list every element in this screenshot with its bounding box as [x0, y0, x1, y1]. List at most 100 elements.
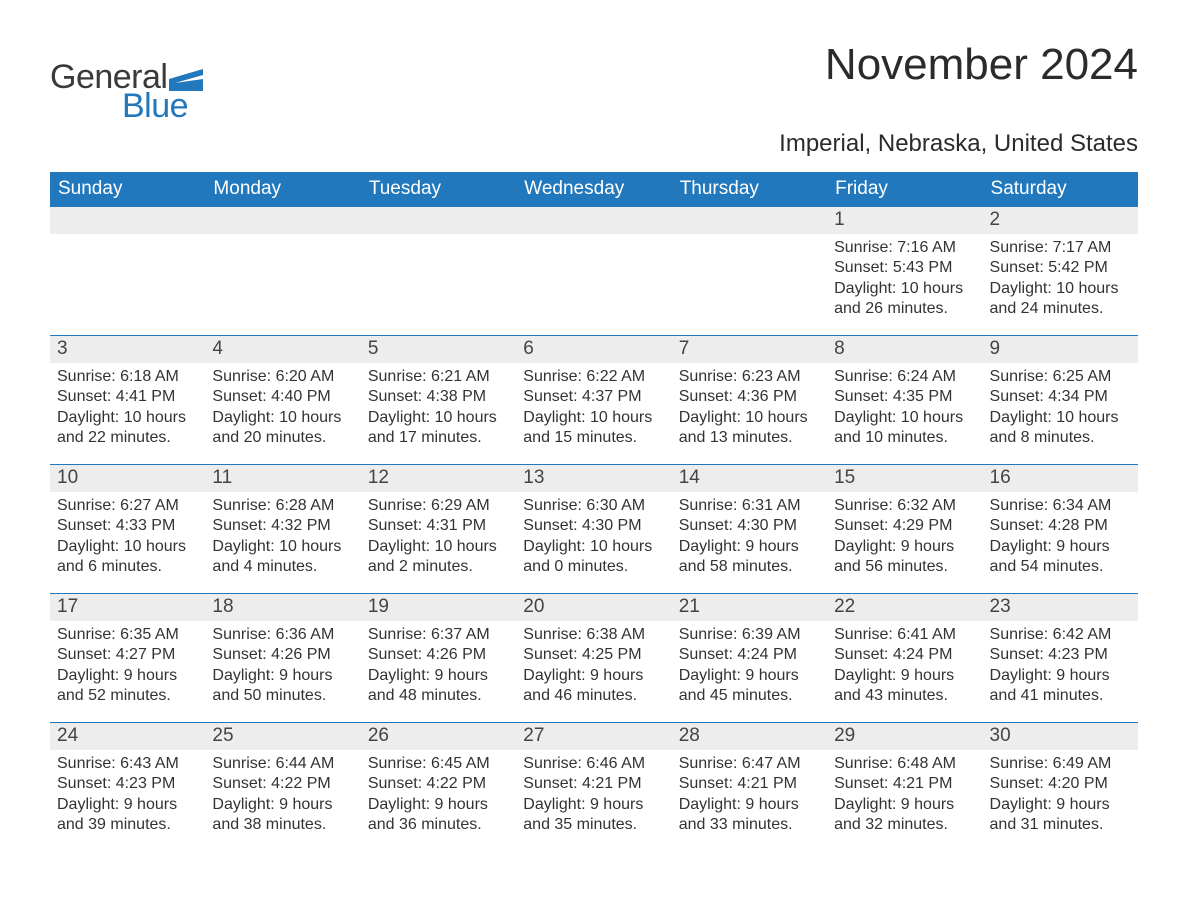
sunrise-line: Sunrise: 7:16 AM [834, 238, 975, 258]
day-details: Sunrise: 6:30 AMSunset: 4:30 PMDaylight:… [516, 492, 671, 584]
sunset-line: Sunset: 4:20 PM [990, 774, 1131, 794]
dow-tuesday: Tuesday [361, 172, 516, 207]
day-number: 27 [516, 723, 671, 750]
sunrise-line: Sunrise: 6:32 AM [834, 496, 975, 516]
daylight-line: Daylight: 9 hours and 36 minutes. [368, 795, 509, 836]
sunrise-line: Sunrise: 6:37 AM [368, 625, 509, 645]
day-number: 25 [205, 723, 360, 750]
sunset-line: Sunset: 4:28 PM [990, 516, 1131, 536]
daylight-line: Daylight: 10 hours and 22 minutes. [57, 408, 198, 449]
day-number: 9 [983, 336, 1138, 363]
sunset-line: Sunset: 4:31 PM [368, 516, 509, 536]
day-details: Sunrise: 6:21 AMSunset: 4:38 PMDaylight:… [361, 363, 516, 455]
day-details: Sunrise: 6:32 AMSunset: 4:29 PMDaylight:… [827, 492, 982, 584]
day-number: 3 [50, 336, 205, 363]
page-title: November 2024 [825, 40, 1138, 90]
day-cell: 30Sunrise: 6:49 AMSunset: 4:20 PMDayligh… [983, 723, 1138, 851]
day-number: 4 [205, 336, 360, 363]
day-details: Sunrise: 6:37 AMSunset: 4:26 PMDaylight:… [361, 621, 516, 713]
day-cell: 2Sunrise: 7:17 AMSunset: 5:42 PMDaylight… [983, 207, 1138, 335]
day-number: 11 [205, 465, 360, 492]
logo-text-blue: Blue [122, 87, 188, 126]
week-row: 3Sunrise: 6:18 AMSunset: 4:41 PMDaylight… [50, 335, 1138, 464]
daylight-line: Daylight: 10 hours and 2 minutes. [368, 537, 509, 578]
dow-monday: Monday [205, 172, 360, 207]
daylight-line: Daylight: 9 hours and 33 minutes. [679, 795, 820, 836]
sunset-line: Sunset: 4:37 PM [523, 387, 664, 407]
day-cell-empty [50, 207, 205, 335]
day-cell: 1Sunrise: 7:16 AMSunset: 5:43 PMDaylight… [827, 207, 982, 335]
page-subtitle: Imperial, Nebraska, United States [50, 130, 1138, 158]
day-details: Sunrise: 6:39 AMSunset: 4:24 PMDaylight:… [672, 621, 827, 713]
sunrise-line: Sunrise: 6:29 AM [368, 496, 509, 516]
daylight-line: Daylight: 9 hours and 46 minutes. [523, 666, 664, 707]
sunrise-line: Sunrise: 6:34 AM [990, 496, 1131, 516]
day-cell: 9Sunrise: 6:25 AMSunset: 4:34 PMDaylight… [983, 336, 1138, 464]
daylight-line: Daylight: 9 hours and 41 minutes. [990, 666, 1131, 707]
sunset-line: Sunset: 4:29 PM [834, 516, 975, 536]
week-row: 24Sunrise: 6:43 AMSunset: 4:23 PMDayligh… [50, 722, 1138, 851]
day-number: 23 [983, 594, 1138, 621]
daylight-line: Daylight: 10 hours and 17 minutes. [368, 408, 509, 449]
sunrise-line: Sunrise: 6:42 AM [990, 625, 1131, 645]
day-details: Sunrise: 6:43 AMSunset: 4:23 PMDaylight:… [50, 750, 205, 842]
daylight-line: Daylight: 10 hours and 26 minutes. [834, 279, 975, 320]
day-details: Sunrise: 6:29 AMSunset: 4:31 PMDaylight:… [361, 492, 516, 584]
sunset-line: Sunset: 4:36 PM [679, 387, 820, 407]
day-number: 28 [672, 723, 827, 750]
day-details: Sunrise: 6:41 AMSunset: 4:24 PMDaylight:… [827, 621, 982, 713]
day-number: 15 [827, 465, 982, 492]
daylight-line: Daylight: 10 hours and 10 minutes. [834, 408, 975, 449]
sunrise-line: Sunrise: 6:36 AM [212, 625, 353, 645]
day-cell: 15Sunrise: 6:32 AMSunset: 4:29 PMDayligh… [827, 465, 982, 593]
logo: General Blue [50, 58, 203, 126]
sunrise-line: Sunrise: 6:18 AM [57, 367, 198, 387]
sunrise-line: Sunrise: 6:38 AM [523, 625, 664, 645]
sunset-line: Sunset: 4:33 PM [57, 516, 198, 536]
day-details: Sunrise: 6:28 AMSunset: 4:32 PMDaylight:… [205, 492, 360, 584]
day-cell: 10Sunrise: 6:27 AMSunset: 4:33 PMDayligh… [50, 465, 205, 593]
day-cell: 22Sunrise: 6:41 AMSunset: 4:24 PMDayligh… [827, 594, 982, 722]
daylight-line: Daylight: 9 hours and 48 minutes. [368, 666, 509, 707]
sunrise-line: Sunrise: 6:41 AM [834, 625, 975, 645]
sunset-line: Sunset: 4:27 PM [57, 645, 198, 665]
day-details: Sunrise: 7:16 AMSunset: 5:43 PMDaylight:… [827, 234, 982, 326]
sunset-line: Sunset: 5:43 PM [834, 258, 975, 278]
day-of-week-header: SundayMondayTuesdayWednesdayThursdayFrid… [50, 172, 1138, 207]
day-cell-empty [205, 207, 360, 335]
day-details: Sunrise: 6:20 AMSunset: 4:40 PMDaylight:… [205, 363, 360, 455]
day-number: 13 [516, 465, 671, 492]
sunset-line: Sunset: 4:22 PM [368, 774, 509, 794]
day-details: Sunrise: 7:17 AMSunset: 5:42 PMDaylight:… [983, 234, 1138, 326]
sunrise-line: Sunrise: 6:35 AM [57, 625, 198, 645]
day-number: 30 [983, 723, 1138, 750]
day-details: Sunrise: 6:22 AMSunset: 4:37 PMDaylight:… [516, 363, 671, 455]
dow-saturday: Saturday [983, 172, 1138, 207]
day-details: Sunrise: 6:34 AMSunset: 4:28 PMDaylight:… [983, 492, 1138, 584]
day-number: 26 [361, 723, 516, 750]
day-details: Sunrise: 6:44 AMSunset: 4:22 PMDaylight:… [205, 750, 360, 842]
day-number: 18 [205, 594, 360, 621]
calendar: SundayMondayTuesdayWednesdayThursdayFrid… [50, 172, 1138, 851]
day-cell: 6Sunrise: 6:22 AMSunset: 4:37 PMDaylight… [516, 336, 671, 464]
day-number: 6 [516, 336, 671, 363]
day-details: Sunrise: 6:36 AMSunset: 4:26 PMDaylight:… [205, 621, 360, 713]
day-cell: 16Sunrise: 6:34 AMSunset: 4:28 PMDayligh… [983, 465, 1138, 593]
day-cell: 3Sunrise: 6:18 AMSunset: 4:41 PMDaylight… [50, 336, 205, 464]
day-number [50, 207, 205, 234]
dow-wednesday: Wednesday [516, 172, 671, 207]
day-cell: 11Sunrise: 6:28 AMSunset: 4:32 PMDayligh… [205, 465, 360, 593]
day-cell: 26 Sunrise: 6:45 AMSunset: 4:22 PMDayligh… [361, 723, 516, 851]
day-cell: 13Sunrise: 6:30 AMSunset: 4:30 PMDayligh… [516, 465, 671, 593]
daylight-line: Daylight: 9 hours and 38 minutes. [212, 795, 353, 836]
day-number: 21 [672, 594, 827, 621]
sunset-line: Sunset: 4:35 PM [834, 387, 975, 407]
day-cell-empty [361, 207, 516, 335]
sunrise-line: Sunrise: 6:46 AM [523, 754, 664, 774]
daylight-line: Daylight: 9 hours and 56 minutes. [834, 537, 975, 578]
sunset-line: Sunset: 4:40 PM [212, 387, 353, 407]
day-cell: 23Sunrise: 6:42 AMSunset: 4:23 PMDayligh… [983, 594, 1138, 722]
sunrise-line: Sunrise: 6:45 AM [368, 754, 509, 774]
day-details: Sunrise: 6:42 AMSunset: 4:23 PMDaylight:… [983, 621, 1138, 713]
sunset-line: Sunset: 4:22 PM [212, 774, 353, 794]
